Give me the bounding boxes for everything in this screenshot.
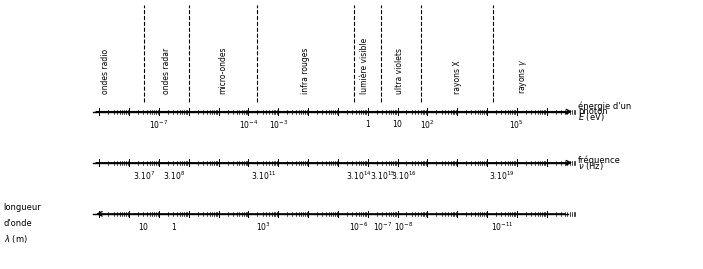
Text: $3.10^{14}$: $3.10^{14}$: [346, 169, 371, 182]
Text: ultra violets: ultra violets: [394, 48, 404, 94]
Text: $10^{-6}$: $10^{-6}$: [349, 221, 368, 233]
Text: $10^3$: $10^3$: [256, 221, 271, 233]
Text: $10^{-8}$: $10^{-8}$: [394, 221, 413, 233]
Text: $3.10^{11}$: $3.10^{11}$: [251, 169, 276, 182]
Text: infra rouges: infra rouges: [301, 48, 309, 94]
Text: d'onde: d'onde: [4, 219, 32, 228]
Text: fréquence: fréquence: [578, 155, 621, 165]
Text: $\nu$ (Hz): $\nu$ (Hz): [578, 160, 604, 172]
Text: $10^{-7}$: $10^{-7}$: [373, 221, 392, 233]
Text: $3.10^{19}$: $3.10^{19}$: [489, 169, 515, 182]
Text: $3.10^{16}$: $3.10^{16}$: [391, 169, 416, 182]
Text: $3.10^{15}$: $3.10^{15}$: [370, 169, 395, 182]
Text: $10^5$: $10^5$: [510, 118, 524, 131]
Text: $1$: $1$: [365, 118, 370, 129]
Text: rayons $\gamma$: rayons $\gamma$: [517, 59, 529, 94]
Text: rayons X: rayons X: [453, 61, 462, 94]
Text: ondes radio: ondes radio: [101, 49, 110, 94]
Text: longueur: longueur: [4, 203, 41, 212]
Text: $10^{-7}$: $10^{-7}$: [149, 118, 169, 131]
Text: $\lambda$ (m): $\lambda$ (m): [4, 233, 27, 245]
Text: $10^2$: $10^2$: [420, 118, 434, 131]
Text: $10$: $10$: [392, 118, 403, 129]
Text: $10^{-4}$: $10^{-4}$: [239, 118, 258, 131]
Text: $E$ (eV): $E$ (eV): [578, 111, 605, 123]
Text: $3.10^8$: $3.10^8$: [163, 169, 185, 182]
Text: $3.10^7$: $3.10^7$: [133, 169, 155, 182]
Text: $10$: $10$: [138, 221, 150, 232]
Text: micro-ondes: micro-ondes: [219, 47, 228, 94]
Text: $1$: $1$: [171, 221, 177, 232]
Text: photon: photon: [578, 107, 607, 116]
Text: $10^{-11}$: $10^{-11}$: [491, 221, 513, 233]
Text: énergie d'un: énergie d'un: [578, 102, 631, 111]
Text: lumière visible: lumière visible: [360, 38, 369, 94]
Text: $10^{-3}$: $10^{-3}$: [269, 118, 288, 131]
Text: ondes radar: ondes radar: [162, 48, 171, 94]
